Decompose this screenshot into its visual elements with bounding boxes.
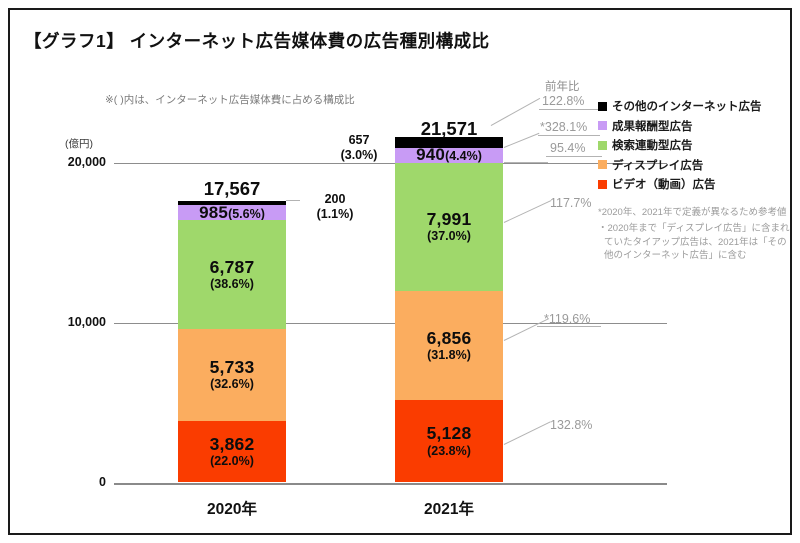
bar-total-2021: 21,571 [420,118,478,139]
leader-line-other-under [538,135,600,137]
bar-total-2020: 17,567 [203,178,261,199]
legend-label-performance: 成果報酬型広告 [612,120,693,133]
legend-swatch-other-icon [598,101,607,111]
yoy-header-label: 前年比 [545,81,580,93]
legend-label-search: 検索連動型広告 [612,140,693,152]
yoy-video: 132.8% [550,418,593,432]
chart-canvas: 【グラフ1】 インターネット広告媒体費の広告種別構成比 ※( )内は、インターネ… [10,10,790,533]
legend-item-display[interactable]: ディスプレイ広告 [598,157,788,173]
bar-segment-label-search-2020: 6,787 (38.6%) [209,256,255,292]
legend-swatch-display-icon [598,160,607,169]
x-axis-baseline [114,482,667,485]
leader-line-other [503,132,540,149]
leader-line-2020-other [286,200,300,202]
bar-segment-label-other-2021: 657 (3.0%) [340,133,378,162]
legend-item-search[interactable]: 検索連動型広告 [598,137,788,153]
bar-segment-other-2021[interactable] [395,137,503,148]
yoy-display: *119.6% [544,312,591,326]
legend-swatch-search-icon [598,140,607,150]
leader-line-video [503,421,551,446]
leader-line-search [503,200,552,224]
gridline-20000 [114,162,667,165]
legend-label-video: ビデオ（動画）広告 [612,179,716,191]
bar-segment-performance-2021[interactable]: 940(4.4%) [395,145,503,164]
yoy-search: 117.7% [550,196,592,210]
chart-frame: 【グラフ1】 インターネット広告媒体費の広告種別構成比 ※( )内は、インターネ… [8,8,792,535]
legend-swatch-performance-icon [598,121,607,130]
yoy-total: 122.8% [542,94,585,108]
bar-segment-display-2021[interactable]: 6,856 (31.8%) [395,290,503,401]
bar-segment-display-2020[interactable]: 5,733 (32.6%) [178,328,286,421]
yoy-other: *328.1% [540,120,588,134]
gridline-10000 [114,322,667,325]
leader-line-perf [504,162,548,164]
legend-item-performance[interactable]: 成果報酬型広告 [598,118,788,134]
bar-segment-label-video-2021: 5,128 (23.8%) [426,423,472,459]
legend-swatch-video-icon [598,179,607,189]
y-tick-label-10000: 10,000 [67,315,106,329]
yoy-performance: 95.4% [550,141,586,155]
bar-segment-label-display-2020: 5,733 (32.6%) [209,357,255,392]
bar-segment-video-2020[interactable]: 3,862 (22.0%) [178,420,286,483]
legend: その他のインターネット広告 成果報酬型広告 検索連動型広告 ディスプレイ広告 ビ… [598,98,788,196]
bar-segment-search-2020[interactable]: 6,787 (38.6%) [178,220,286,329]
leader-line-display-under [537,326,601,328]
legend-item-video[interactable]: ビデオ（動画）広告 [598,176,788,192]
footnote-1: *2020年、2021年で定義が異なるため参考値 [598,207,787,218]
leader-line-perf-under [546,156,602,158]
bar-segment-other-2020[interactable] [178,201,286,205]
bar-2020[interactable]: 985(5.6%) 6,787 (38.6%) 5,733 (32.6%) 3,… [178,10,286,533]
page-title: 【グラフ1】 インターネット広告媒体費の広告種別構成比 [24,31,490,51]
bar-segment-performance-2020[interactable]: 985(5.6%) [178,203,286,222]
bar-segment-label-search-2021: 7,991 (37.0%) [426,209,472,244]
y-axis-unit-label: (億円) [65,138,93,150]
x-axis-label-2020: 2020年 [207,501,257,518]
bar-segment-label-video-2020: 3,862 (22.0%) [209,433,255,469]
legend-label-display: ディスプレイ広告 [612,159,704,172]
legend-label-other: その他のインターネット広告 [612,101,762,113]
leader-line-total-under [539,109,599,111]
bar-segment-search-2021[interactable]: 7,991 (37.0%) [395,162,503,291]
bar-segment-label-other-2020: 200 (1.1%) [316,192,354,221]
y-tick-label-0: 0 [99,475,106,489]
footnotes: *2020年、2021年で定義が異なるため参考値 ・2020年まで「ディスプレイ… [598,206,794,265]
bar-2021[interactable]: 940(4.4%) 7,991 (37.0%) 6,856 (31.8%) 5,… [395,10,503,533]
legend-item-other[interactable]: その他のインターネット広告 [598,98,788,114]
composition-note: ※( )内は、インターネット広告媒体費に占める構成比 [105,94,355,106]
bar-segment-label-display-2021: 6,856 (31.8%) [426,327,472,363]
footnote-2: ・2020年まで「ディスプレイ広告」に含まれていたタイアップ広告は、2021年は… [598,222,790,262]
y-tick-label-20000: 20,000 [67,155,106,169]
bar-segment-video-2021[interactable]: 5,128 (23.8%) [395,400,503,483]
x-axis-label-2021: 2021年 [424,501,474,518]
